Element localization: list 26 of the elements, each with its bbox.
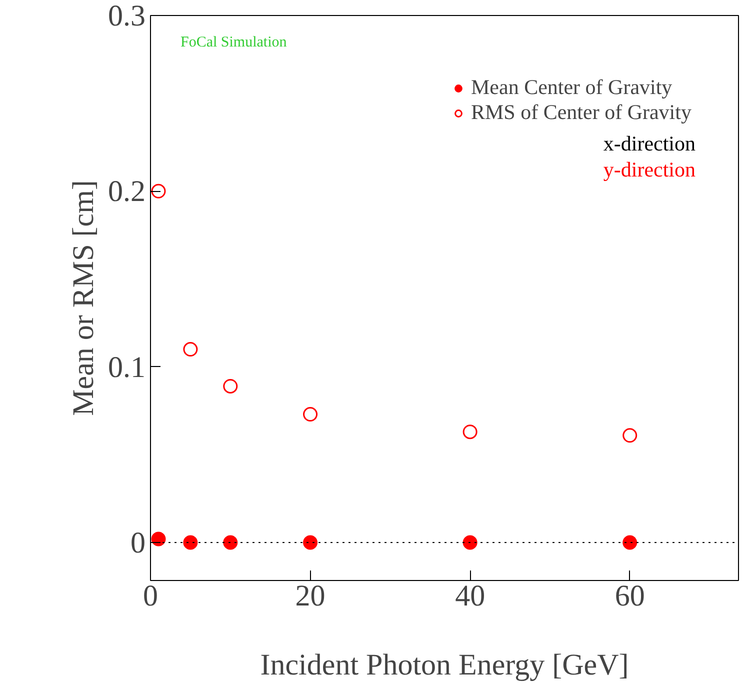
point: [151, 184, 166, 198]
y-tick-label: 0.2: [108, 175, 146, 208]
y-axis-title: Mean or RMS [cm]: [67, 180, 100, 416]
annotation: x-direction: [603, 132, 696, 156]
x-tick-label: 60: [614, 580, 645, 612]
point: [303, 407, 318, 422]
x-tick-label: 40: [455, 580, 486, 612]
annotation: y-direction: [603, 158, 696, 182]
x-tick-label: 20: [295, 580, 326, 612]
y-tick-label: 0: [130, 526, 146, 560]
annotation: FoCal Simulation: [180, 34, 288, 50]
legend-label: RMS of Center of Gravity: [471, 100, 692, 125]
point: [622, 535, 638, 550]
point: [223, 535, 238, 550]
point: [183, 342, 198, 357]
point: [622, 428, 638, 443]
point: [183, 535, 198, 550]
point: [303, 535, 318, 550]
y-tick-label: 0.3: [108, 0, 146, 32]
point: [151, 532, 166, 546]
point: [223, 378, 238, 394]
point: [462, 424, 478, 440]
legend-label: Mean Center of Gravity: [471, 75, 672, 100]
point: [462, 535, 478, 550]
x-axis-title: Incident Photon Energy [GeV]: [260, 648, 629, 682]
y-tick-label: 0.1: [108, 350, 146, 384]
